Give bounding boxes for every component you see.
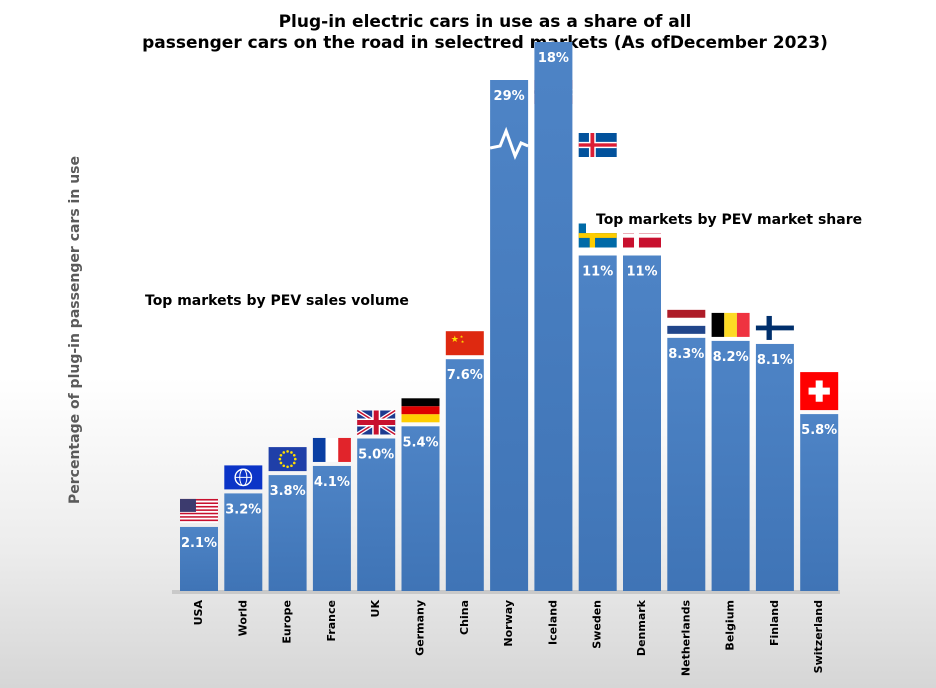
x-tick-europe: Europe: [281, 600, 294, 644]
value-label-iceland: 18%: [538, 51, 569, 66]
eu-flag-icon: [268, 447, 307, 472]
bar-europe: [268, 475, 307, 591]
germany-flag-icon: [401, 398, 440, 423]
uk-flag-icon: [356, 408, 397, 437]
bar-iceland: [534, 42, 573, 591]
globe-flag-icon: [224, 465, 263, 490]
bar-switzerland: [800, 414, 839, 591]
netherlands-flag-icon: [667, 309, 706, 334]
annotation-sales-volume: Top markets by PEV sales volume: [135, 288, 473, 314]
x-tick-usa: USA: [192, 600, 205, 626]
x-tick-china: China: [458, 600, 471, 635]
iceland-flag-icon: [578, 133, 617, 157]
value-label-uk: 5.0%: [358, 448, 394, 463]
value-label-france: 4.1%: [314, 475, 350, 490]
bar-netherlands: [667, 337, 706, 591]
finland-flag-icon: [755, 315, 794, 340]
value-label-sweden: 11%: [582, 265, 613, 280]
x-tick-norway: Norway: [502, 600, 515, 647]
x-tick-uk: UK: [369, 600, 382, 618]
x-tick-sweden: Sweden: [591, 600, 604, 649]
bar-denmark: [623, 255, 661, 591]
x-tick-germany: Germany: [414, 600, 427, 656]
bar-germany: [401, 426, 440, 591]
x-tick-france: France: [325, 600, 338, 641]
value-label-china: 7.6%: [447, 368, 483, 383]
value-label-finland: 8.1%: [757, 353, 793, 368]
baseline: [172, 590, 840, 594]
chart-title-line1: Plug-in electric cars in use as a share …: [278, 12, 692, 32]
svg-text:★: ★: [451, 335, 459, 345]
value-label-denmark: 11%: [626, 265, 657, 280]
bar-world: [224, 493, 263, 591]
x-tick-belgium: Belgium: [724, 600, 737, 651]
x-tick-switzerland: Switzerland: [812, 600, 825, 673]
bar-usa: [180, 526, 218, 591]
value-label-netherlands: 8.3%: [668, 347, 704, 362]
x-tick-finland: Finland: [768, 600, 781, 646]
belgium-flag-icon: [711, 312, 750, 337]
x-tick-netherlands: Netherlands: [679, 600, 692, 677]
value-label-usa: 2.1%: [181, 536, 217, 551]
bar-france: [312, 465, 351, 591]
us-flag-icon: [180, 498, 218, 523]
switzerland-flag-icon: [800, 372, 839, 411]
bar-sweden: [578, 255, 617, 591]
bar-finland: [755, 343, 794, 591]
x-tick-world: World: [236, 600, 249, 636]
svg-text:★: ★: [461, 339, 465, 344]
bar-uk: [357, 438, 396, 591]
x-tick-denmark: Denmark: [635, 599, 648, 656]
bar-belgium: [711, 340, 750, 591]
x-tick-iceland: Iceland: [546, 600, 559, 645]
chart-title-line2: passenger cars on the road in selectred …: [142, 33, 828, 53]
bar-china: [445, 359, 484, 591]
value-label-belgium: 8.2%: [713, 350, 749, 365]
value-label-world: 3.2%: [225, 502, 261, 517]
china-flag-icon: ★ ★★: [445, 331, 484, 356]
value-label-switzerland: 5.8%: [801, 423, 837, 438]
value-label-europe: 3.8%: [270, 484, 306, 499]
axis-break-icon: [489, 126, 529, 160]
annotation-market-share: Top markets by PEV market share: [586, 207, 913, 233]
chart-title: Plug-in electric cars in use as a share …: [0, 12, 936, 54]
value-label-norway: 29%: [494, 89, 525, 104]
value-label-germany: 5.4%: [402, 435, 438, 450]
france-flag-icon: [312, 437, 351, 462]
svg-text:★: ★: [460, 334, 464, 339]
bar-norway: [490, 80, 529, 591]
